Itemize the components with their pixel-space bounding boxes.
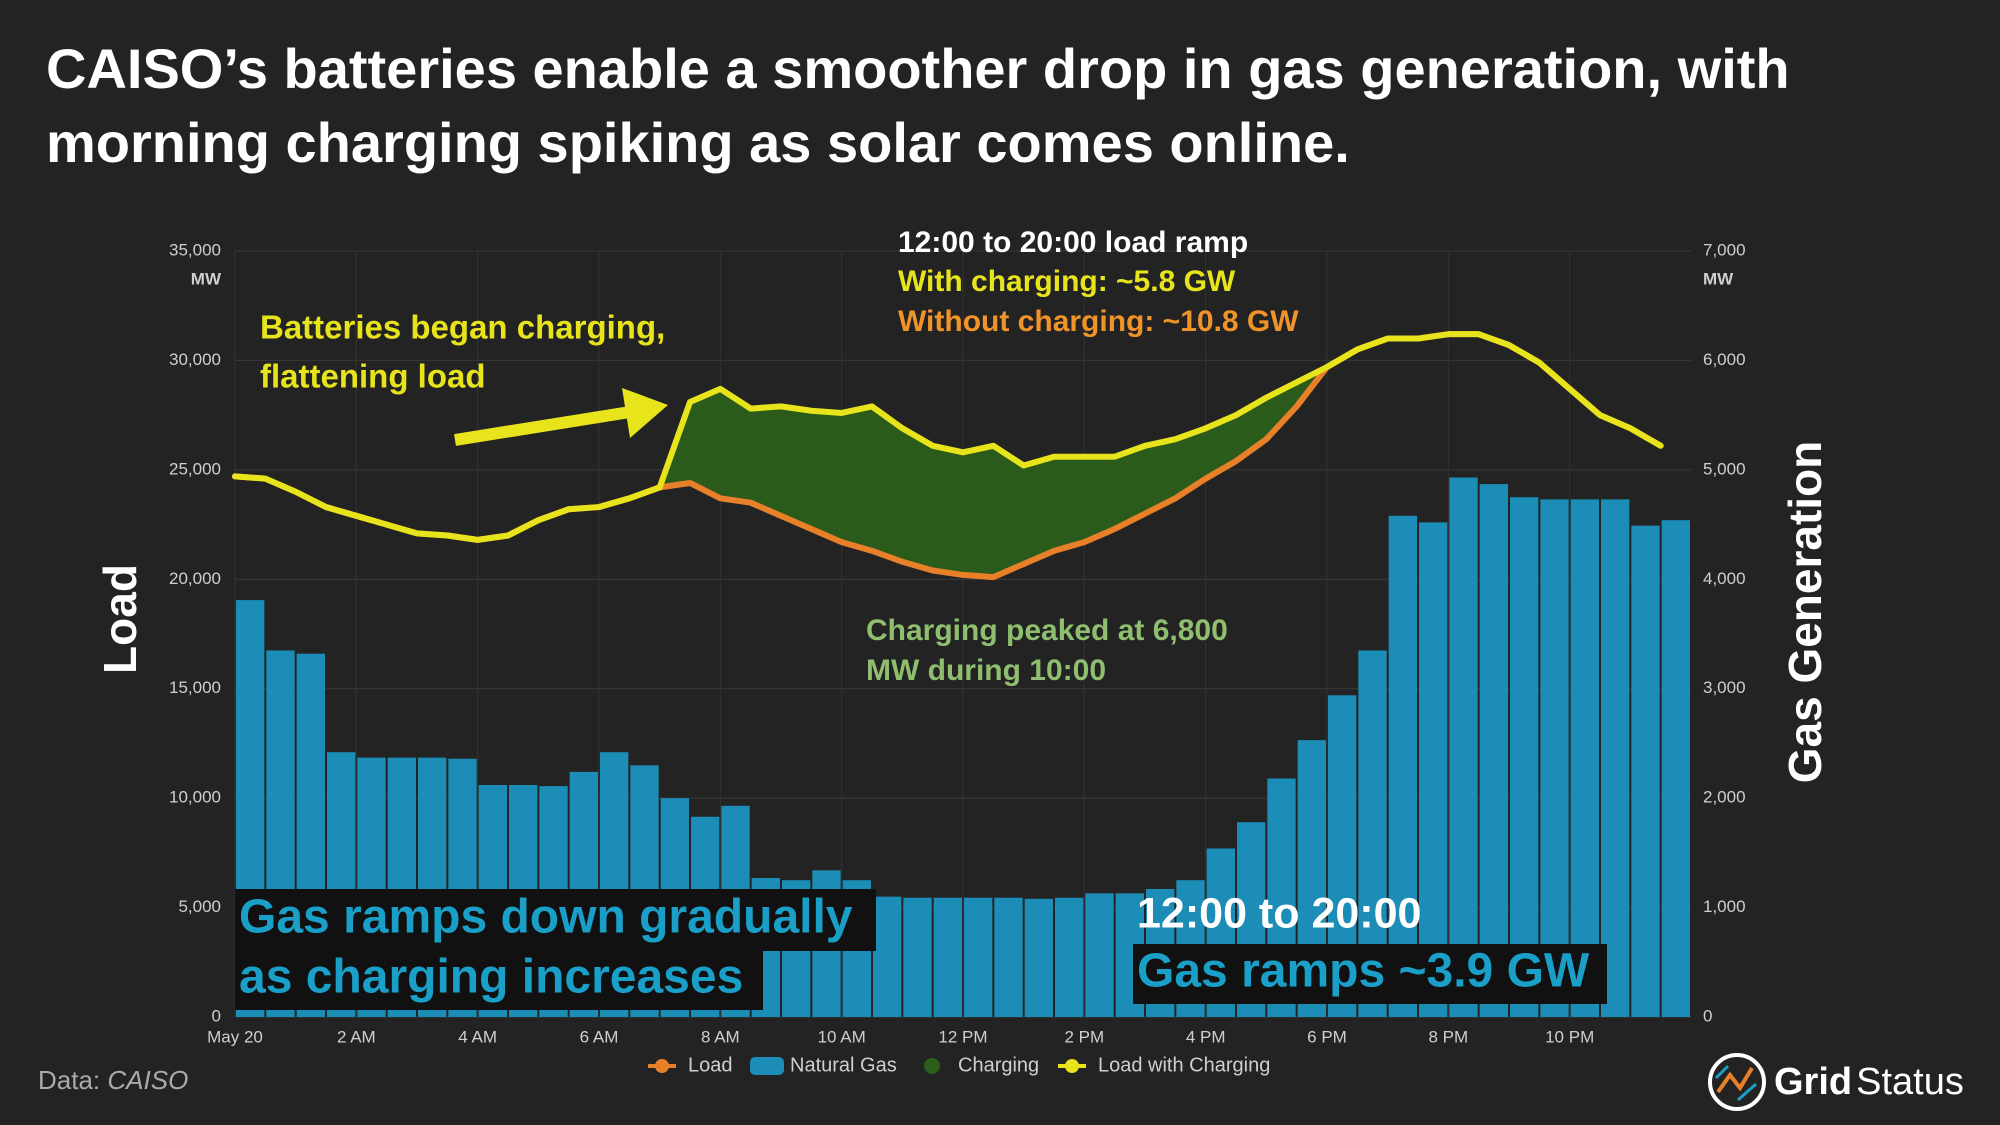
source-label: Data:: [38, 1065, 100, 1095]
bar: [1388, 515, 1417, 1017]
y2-tick-label: 1,000: [1703, 897, 1746, 916]
bar: [873, 896, 902, 1017]
x-tick-label: 4 AM: [458, 1027, 497, 1046]
source-name: CAISO: [107, 1065, 188, 1095]
annotation: MW during 10:00: [866, 654, 1106, 687]
line: [232, 331, 1664, 543]
annotation: flattening load: [260, 358, 486, 395]
y-tick-label: 25,000: [169, 459, 221, 478]
logo-mark: [1714, 1064, 1757, 1102]
chart-title: morning charging spiking as solar comes …: [46, 111, 1350, 174]
y2-tick-label: 2,000: [1703, 788, 1746, 807]
y-tick-label: 10,000: [169, 788, 221, 807]
brand-name: Grid Status: [1774, 1061, 1964, 1103]
annotation: Without charging: ~10.8 GW: [898, 305, 1299, 338]
x-tick-label: 4 PM: [1186, 1027, 1226, 1046]
legend: Load Natural Gas Charging Load with Chargin…: [648, 1054, 1270, 1076]
bar: [1601, 499, 1630, 1018]
y2-tick-label: 5,000: [1703, 459, 1746, 478]
logo-mark: [1716, 1066, 1754, 1094]
y2-tick-label: 0: [1703, 1006, 1712, 1025]
bar: [1449, 477, 1478, 1017]
y-axis-unit: MW: [191, 269, 222, 288]
bar: [1419, 522, 1448, 1017]
y-tick-label: 35,000: [169, 240, 221, 259]
annotation-box: [235, 951, 763, 1010]
legend-label: Load: [688, 1054, 733, 1076]
logo-ring: [1708, 1053, 1766, 1111]
y2-tick-label: 3,000: [1703, 678, 1746, 697]
annotation-box: [1133, 944, 1607, 1004]
bar: [1540, 499, 1569, 1018]
annotation: With charging: ~5.8 GW: [898, 265, 1236, 298]
legend-label: Natural Gas: [790, 1054, 897, 1076]
legend-marker: [924, 1058, 940, 1074]
annotation-arrow: [454, 406, 631, 446]
x-tick-label: 8 PM: [1428, 1027, 1468, 1046]
bar: [964, 897, 993, 1017]
brand-part: Grid: [1774, 1061, 1852, 1103]
chart-title: CAISO’s batteries enable a smoother drop…: [46, 37, 1790, 100]
annotation: Charging peaked at 6,800: [866, 614, 1228, 647]
x-tick-label: 2 PM: [1064, 1027, 1104, 1046]
annotation: 12:00 to 20:00 load ramp: [898, 226, 1248, 259]
bar: [1055, 897, 1084, 1017]
x-tick-label: May 20: [207, 1027, 263, 1046]
brand-part: Status: [1856, 1061, 1964, 1103]
x-tick-label: 6 PM: [1307, 1027, 1347, 1046]
annotation: as charging increases: [239, 951, 743, 1004]
x-tick-label: 10 PM: [1545, 1027, 1594, 1046]
annotation: Gas ramps down gradually: [239, 891, 853, 944]
y-tick-label: 5,000: [178, 897, 221, 916]
y-tick-label: 20,000: [169, 569, 221, 588]
bar: [1631, 525, 1660, 1017]
x-tick-label: 6 AM: [580, 1027, 619, 1046]
x-tick-label: 12 PM: [938, 1027, 987, 1046]
bar: [1661, 520, 1690, 1017]
legend-marker: [655, 1059, 669, 1073]
y-tick-label: 15,000: [169, 678, 221, 697]
y2-axis-unit: MW: [1703, 269, 1734, 288]
bar: [1510, 497, 1539, 1017]
annotation-arrow-head: [622, 388, 668, 438]
bar: [1479, 484, 1508, 1017]
y-axis-label: Load: [94, 564, 146, 674]
y2-axis-label: Gas Generation: [1779, 441, 1831, 784]
annotation-box: [235, 889, 876, 951]
source: Data: CAISO: [38, 1065, 188, 1095]
x-tick-label: 8 AM: [701, 1027, 740, 1046]
bar: [1085, 893, 1114, 1017]
legend-marker: [1065, 1059, 1079, 1073]
x-tick-label: 2 AM: [337, 1027, 376, 1046]
bar: [1570, 499, 1599, 1018]
annotation: Gas ramps ~3.9 GW: [1137, 945, 1590, 998]
legend-label: Load with Charging: [1098, 1054, 1270, 1076]
y-tick-label: 0: [212, 1006, 221, 1025]
annotation: 12:00 to 20:00: [1137, 889, 1421, 937]
y-tick-label: 30,000: [169, 350, 221, 369]
annotation: Batteries began charging,: [260, 309, 665, 346]
bar: [994, 897, 1023, 1017]
y2-tick-label: 6,000: [1703, 350, 1746, 369]
x-tick-label: 10 AM: [818, 1027, 866, 1046]
legend-label: Charging: [958, 1054, 1039, 1076]
bar: [1024, 898, 1053, 1017]
legend-marker: [750, 1057, 784, 1075]
y2-tick-label: 7,000: [1703, 240, 1746, 259]
bar: [903, 897, 932, 1017]
brand-logo: [1708, 1053, 1766, 1111]
bar: [933, 897, 962, 1017]
y2-tick-label: 4,000: [1703, 569, 1746, 588]
